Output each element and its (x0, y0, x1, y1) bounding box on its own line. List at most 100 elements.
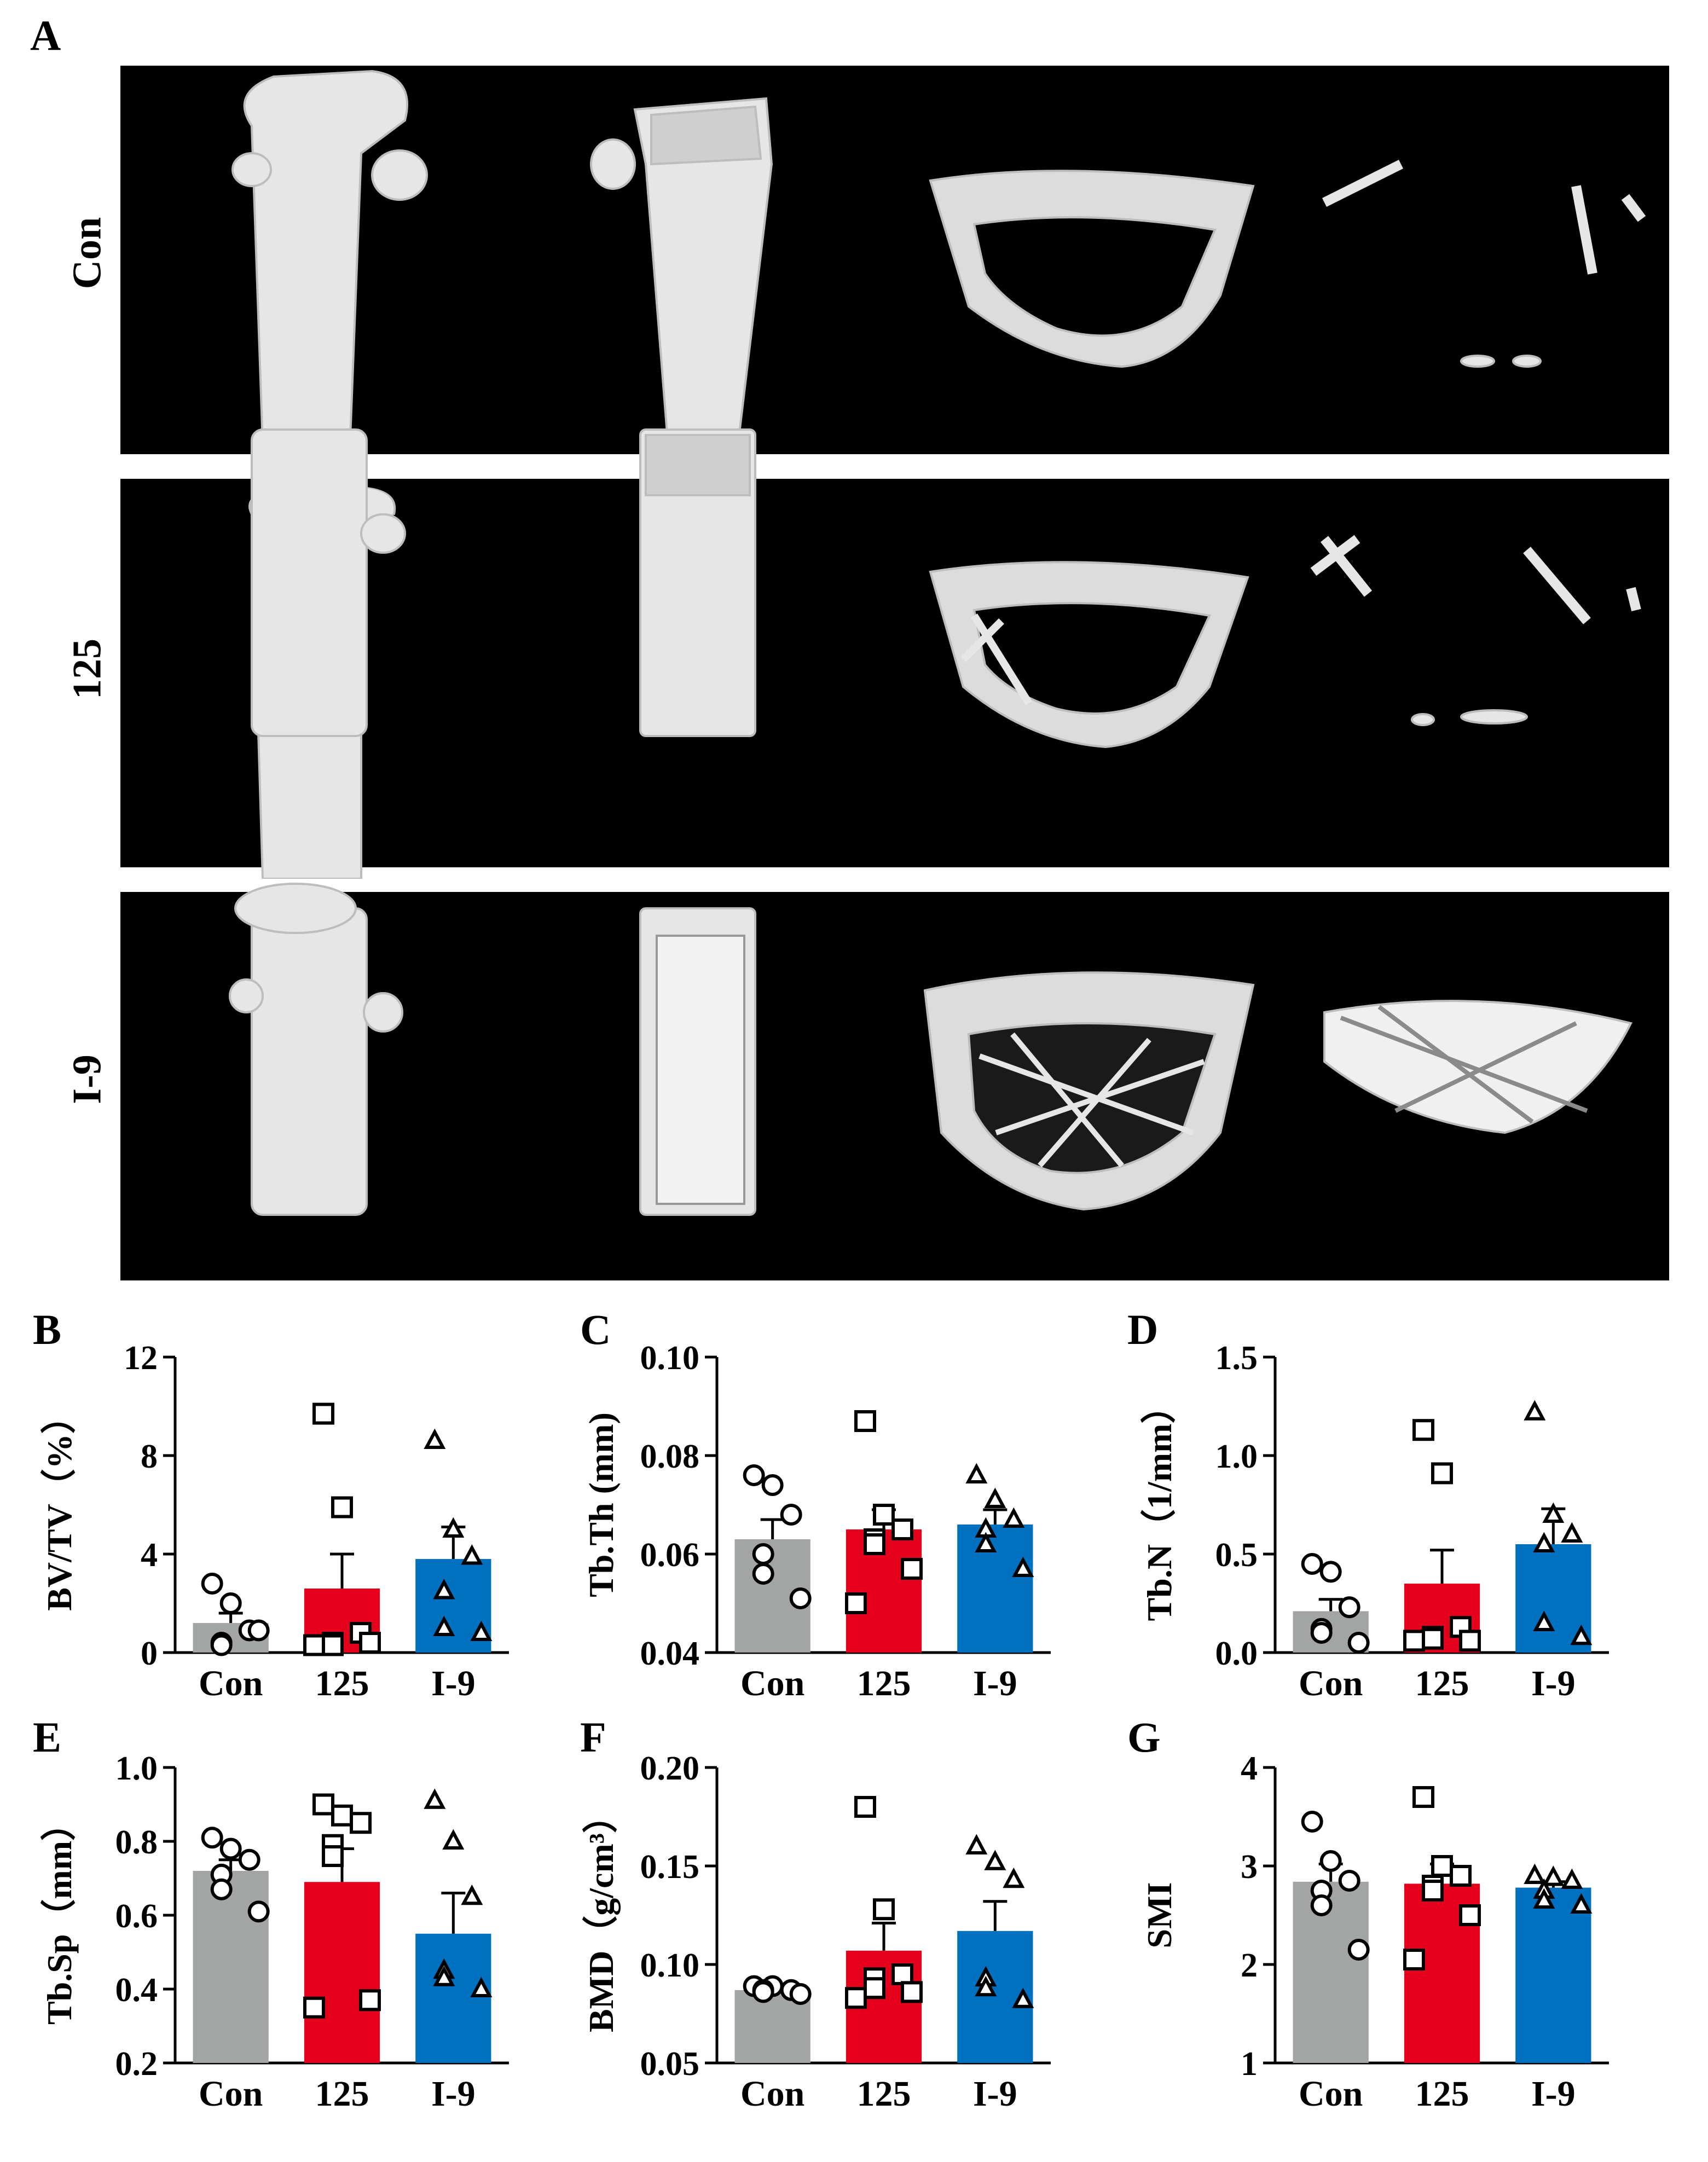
y-tick-label: 1.0 (115, 1750, 158, 1787)
data-point (219, 1592, 242, 1614)
y-tick-label: 0.0 (1215, 1635, 1258, 1672)
data-point (461, 1544, 483, 1565)
y-tick-label: 4 (1241, 1750, 1258, 1787)
data-point (891, 1518, 913, 1540)
data-point (210, 1634, 233, 1656)
data-point (891, 1963, 913, 1985)
data-point (359, 1989, 381, 2012)
data-point (1412, 1419, 1434, 1441)
data-point (873, 1898, 895, 1921)
chart-c: 0.04 0.06 0.08 0.10 Tb.Th (mm) Con 125 I-9 (582, 1340, 1051, 1703)
data-point (1422, 1880, 1444, 1902)
y-axis-label: BV/TV（%） (40, 1399, 79, 1611)
x-tick-label: 125 (315, 1663, 369, 1703)
data-point (1310, 1622, 1333, 1644)
data-point (1561, 1522, 1583, 1543)
data-point (201, 1573, 223, 1595)
y-axis-label: Tb.Th (mm) (582, 1412, 621, 1597)
data-point (1301, 1553, 1323, 1575)
y-tick-label: 2 (1241, 1947, 1258, 1984)
data-point (984, 1487, 1006, 1508)
data-point (442, 1829, 465, 1850)
data-point (1542, 1502, 1565, 1523)
y-tick-label: 0 (141, 1635, 158, 1672)
data-point (1431, 1462, 1453, 1485)
data-point (1319, 1561, 1342, 1583)
data-point (854, 1410, 876, 1432)
data-point (845, 1592, 867, 1614)
data-point (1003, 1507, 1025, 1528)
data-point (303, 1634, 325, 1656)
x-tick-label: 125 (1415, 2074, 1469, 2114)
data-point (1012, 1556, 1034, 1577)
data-point (965, 1834, 988, 1854)
data-point (901, 1981, 923, 2003)
data-point (1533, 1532, 1555, 1552)
data-point (984, 1850, 1006, 1870)
data-point (1431, 1855, 1453, 1877)
data-point (442, 1517, 465, 1538)
bar-i-9 (957, 1525, 1033, 1653)
data-point (1301, 1811, 1323, 1833)
bar-con (193, 1871, 269, 2063)
y-axis-label: BMD（g/cm³） (582, 1798, 621, 2032)
data-point (1338, 1596, 1360, 1619)
y-tick-label: 0.2 (115, 2045, 158, 2083)
chart-f: 0.05 0.10 0.15 0.20 BMD（g/cm³） Con 125 I-9 (582, 1750, 1051, 2114)
data-point (1570, 1624, 1593, 1645)
data-point (1524, 1400, 1546, 1421)
x-tick-label: I-9 (431, 2074, 476, 2114)
x-tick-label: I-9 (1531, 2074, 1576, 2114)
data-point (433, 1966, 455, 1986)
bar-i-9 (1515, 1887, 1591, 2063)
data-point (219, 1838, 242, 1860)
data-point (854, 1796, 876, 1818)
y-tick-label: 0.10 (640, 1947, 700, 1984)
panel-label-b: B (33, 1306, 62, 1353)
data-point (461, 1884, 483, 1905)
data-point (1561, 1868, 1583, 1889)
x-tick-label: I-9 (973, 2074, 1017, 2114)
y-tick-label: 0.04 (640, 1635, 700, 1672)
panel-label-e: E (33, 1713, 62, 1761)
data-point (1422, 1627, 1444, 1650)
x-tick-label: Con (199, 1663, 263, 1703)
data-point (201, 1827, 223, 1849)
data-point (965, 1463, 988, 1483)
bar-con (1293, 1881, 1369, 2063)
y-tick-label: 0.05 (640, 2045, 700, 2083)
chart-g: 1 2 3 4 SMI Con 125 I-9 (1140, 1750, 1609, 2114)
data-point (789, 1587, 812, 1609)
y-tick-label: 1.0 (1215, 1438, 1258, 1475)
data-point (975, 1532, 997, 1552)
y-tick-label: 0.10 (640, 1340, 700, 1377)
y-axis-label: Tb.N（1/mm） (1140, 1389, 1179, 1621)
data-point (1412, 1786, 1434, 1808)
data-point (761, 1474, 784, 1496)
panel-label-d: D (1127, 1306, 1159, 1353)
data-point (1524, 1863, 1546, 1884)
data-point (424, 1428, 446, 1449)
data-point (350, 1812, 372, 1834)
chart-d: 0.0 0.5 1.0 1.5 Tb.N（1/mm） Con 125 I-9 (1140, 1340, 1609, 1703)
panel-label-g: G (1127, 1713, 1161, 1761)
data-point (1012, 1987, 1034, 2008)
y-tick-label: 0.8 (115, 1824, 158, 1861)
data-point (1310, 1894, 1333, 1916)
data-point (845, 1987, 867, 2009)
chart-e: 0.2 0.4 0.6 0.8 1.0 Tb.Sp（mm） Con 125 I-9 (40, 1750, 509, 2114)
y-tick-label: 12 (124, 1340, 158, 1377)
data-point (1533, 1610, 1555, 1631)
x-tick-label: 125 (1415, 1663, 1469, 1703)
data-point (752, 1981, 774, 2003)
data-point (1533, 1888, 1555, 1909)
x-tick-label: Con (1299, 1663, 1363, 1703)
data-point (247, 1900, 270, 1923)
data-point (331, 1804, 353, 1827)
data-point (359, 1632, 381, 1654)
data-point (1459, 1904, 1481, 1926)
x-tick-label: Con (1299, 2074, 1363, 2114)
data-point (303, 1996, 325, 2019)
x-tick-label: Con (199, 2074, 263, 2114)
data-point (752, 1543, 774, 1565)
